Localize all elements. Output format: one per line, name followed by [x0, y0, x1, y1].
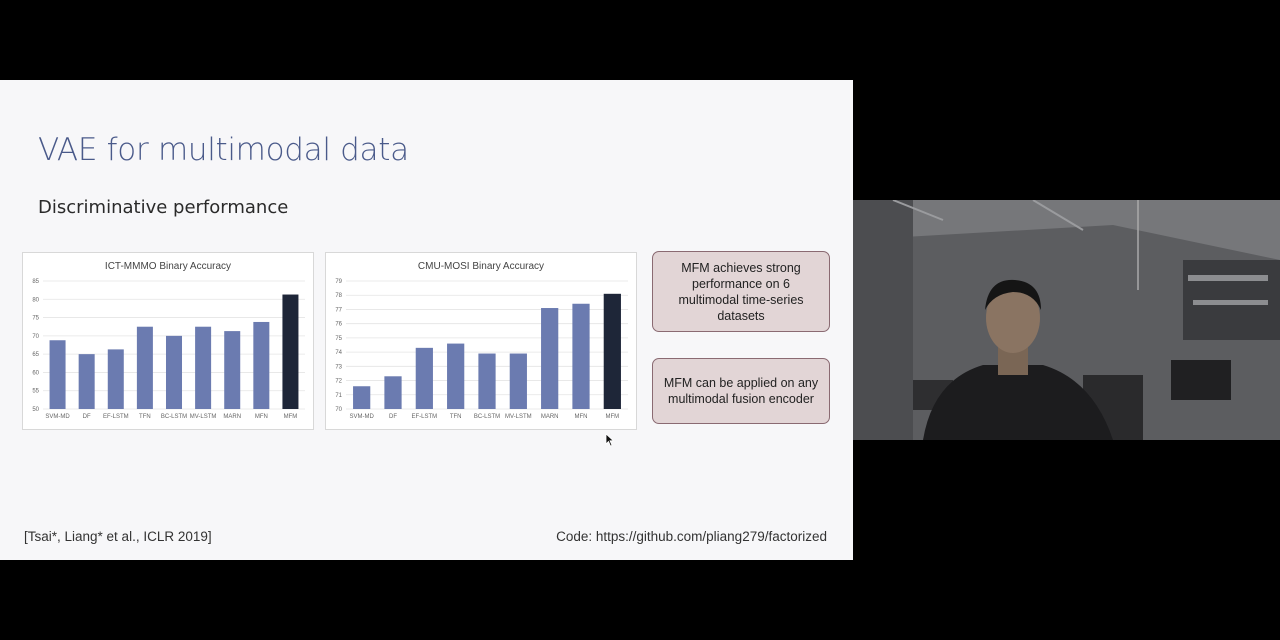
- x-tick-label: SVM-MD: [45, 414, 70, 420]
- x-tick-label: DF: [389, 414, 397, 420]
- x-tick-label: MV-LSTM: [505, 414, 532, 420]
- x-tick-label: BC-LSTM: [161, 414, 187, 420]
- y-tick-label: 74: [335, 350, 342, 356]
- x-tick-label: EF-LSTM: [103, 414, 129, 420]
- bar-df: [384, 376, 402, 409]
- x-tick-label: MARN: [541, 414, 559, 420]
- y-tick-label: 70: [335, 407, 342, 413]
- x-tick-label: TFN: [139, 414, 151, 420]
- bar-tfn: [136, 326, 153, 409]
- chart-title: CMU-MOSI Binary Accuracy: [418, 261, 544, 272]
- x-tick-label: MFN: [575, 414, 588, 420]
- y-tick-label: 70: [32, 334, 39, 340]
- chart-ict-mmmo-svg: ICT-MMMO Binary Accuracy 50 55 60 65 70 75 80 85…: [32, 261, 305, 420]
- x-tick-label: MARN: [223, 414, 241, 420]
- info-box-any-encoder: MFM can be applied on any multimodal fus…: [652, 358, 830, 424]
- info-box-strong-performance: MFM achieves strong performance on 6 mul…: [652, 251, 830, 332]
- bar-tfn: [447, 343, 465, 409]
- bar-mfm: [603, 293, 621, 409]
- bar-mfm: [282, 294, 299, 409]
- chart-cmu-mosi: CMU-MOSI Binary Accuracy 70 71 72 73 74 75 76 77…: [325, 252, 637, 430]
- x-tick-label: MFM: [605, 414, 619, 420]
- x-tick-label: TFN: [450, 414, 462, 420]
- y-tick-label: 76: [335, 322, 342, 328]
- y-tick-label: 85: [32, 279, 39, 285]
- bar-bc-lstm: [165, 335, 183, 409]
- y-tick-label: 72: [335, 379, 342, 385]
- presentation-slide: VAE for multimodal data Discriminative p…: [0, 80, 853, 560]
- x-tick-label: MFN: [255, 414, 268, 420]
- bar-bc-lstm: [478, 353, 496, 409]
- bar-mfn: [253, 321, 270, 409]
- y-tick-label: 77: [335, 307, 342, 313]
- bar-df: [78, 354, 95, 409]
- slide-title: VAE for multimodal data: [38, 132, 409, 168]
- bar-marn: [541, 308, 559, 409]
- bar-mv-lstm: [195, 326, 212, 409]
- citation: [Tsai*, Liang* et al., ICLR 2019]: [24, 529, 212, 544]
- x-tick-label: BC-LSTM: [474, 414, 500, 420]
- bar-svm-md: [353, 386, 371, 409]
- y-tick-label: 78: [335, 293, 342, 299]
- webcam-image: [853, 200, 1280, 440]
- chart-ict-mmmo: ICT-MMMO Binary Accuracy 50 55 60 65 70 75 80 85…: [22, 252, 314, 430]
- bar-mfn: [572, 303, 590, 409]
- x-tick-label: MFM: [284, 414, 298, 420]
- mouse-cursor-icon: [605, 433, 615, 447]
- y-tick-label: 79: [335, 279, 342, 285]
- webcam-video-feed: [853, 200, 1280, 440]
- bar-svm-md: [49, 340, 66, 409]
- y-tick-label: 75: [32, 316, 39, 322]
- x-tick-label: MV-LSTM: [190, 414, 217, 420]
- info-box-text: MFM can be applied on any multimodal fus…: [663, 376, 819, 406]
- y-tick-label: 65: [32, 352, 39, 358]
- y-tick-label: 75: [335, 336, 342, 342]
- slide-subtitle: Discriminative performance: [38, 197, 289, 218]
- bar-marn: [224, 331, 241, 409]
- bar-ef-lstm: [107, 349, 124, 409]
- y-tick-label: 55: [32, 389, 39, 395]
- bar-ef-lstm: [415, 347, 433, 409]
- y-tick-label: 60: [32, 370, 39, 376]
- code-link[interactable]: Code: https://github.com/pliang279/facto…: [556, 529, 827, 544]
- bar-mv-lstm: [509, 353, 527, 409]
- x-tick-label: EF-LSTM: [411, 414, 437, 420]
- chart-cmu-mosi-svg: CMU-MOSI Binary Accuracy 70 71 72 73 74 75 76 77…: [335, 261, 628, 420]
- y-tick-label: 73: [335, 364, 342, 370]
- x-tick-label: DF: [83, 414, 91, 420]
- chart-title: ICT-MMMO Binary Accuracy: [105, 261, 231, 272]
- info-box-text: MFM achieves strong performance on 6 mul…: [678, 260, 804, 323]
- y-tick-label: 50: [32, 407, 39, 413]
- x-tick-label: SVM-MD: [349, 414, 374, 420]
- y-tick-label: 80: [32, 297, 39, 303]
- y-tick-label: 71: [335, 393, 342, 399]
